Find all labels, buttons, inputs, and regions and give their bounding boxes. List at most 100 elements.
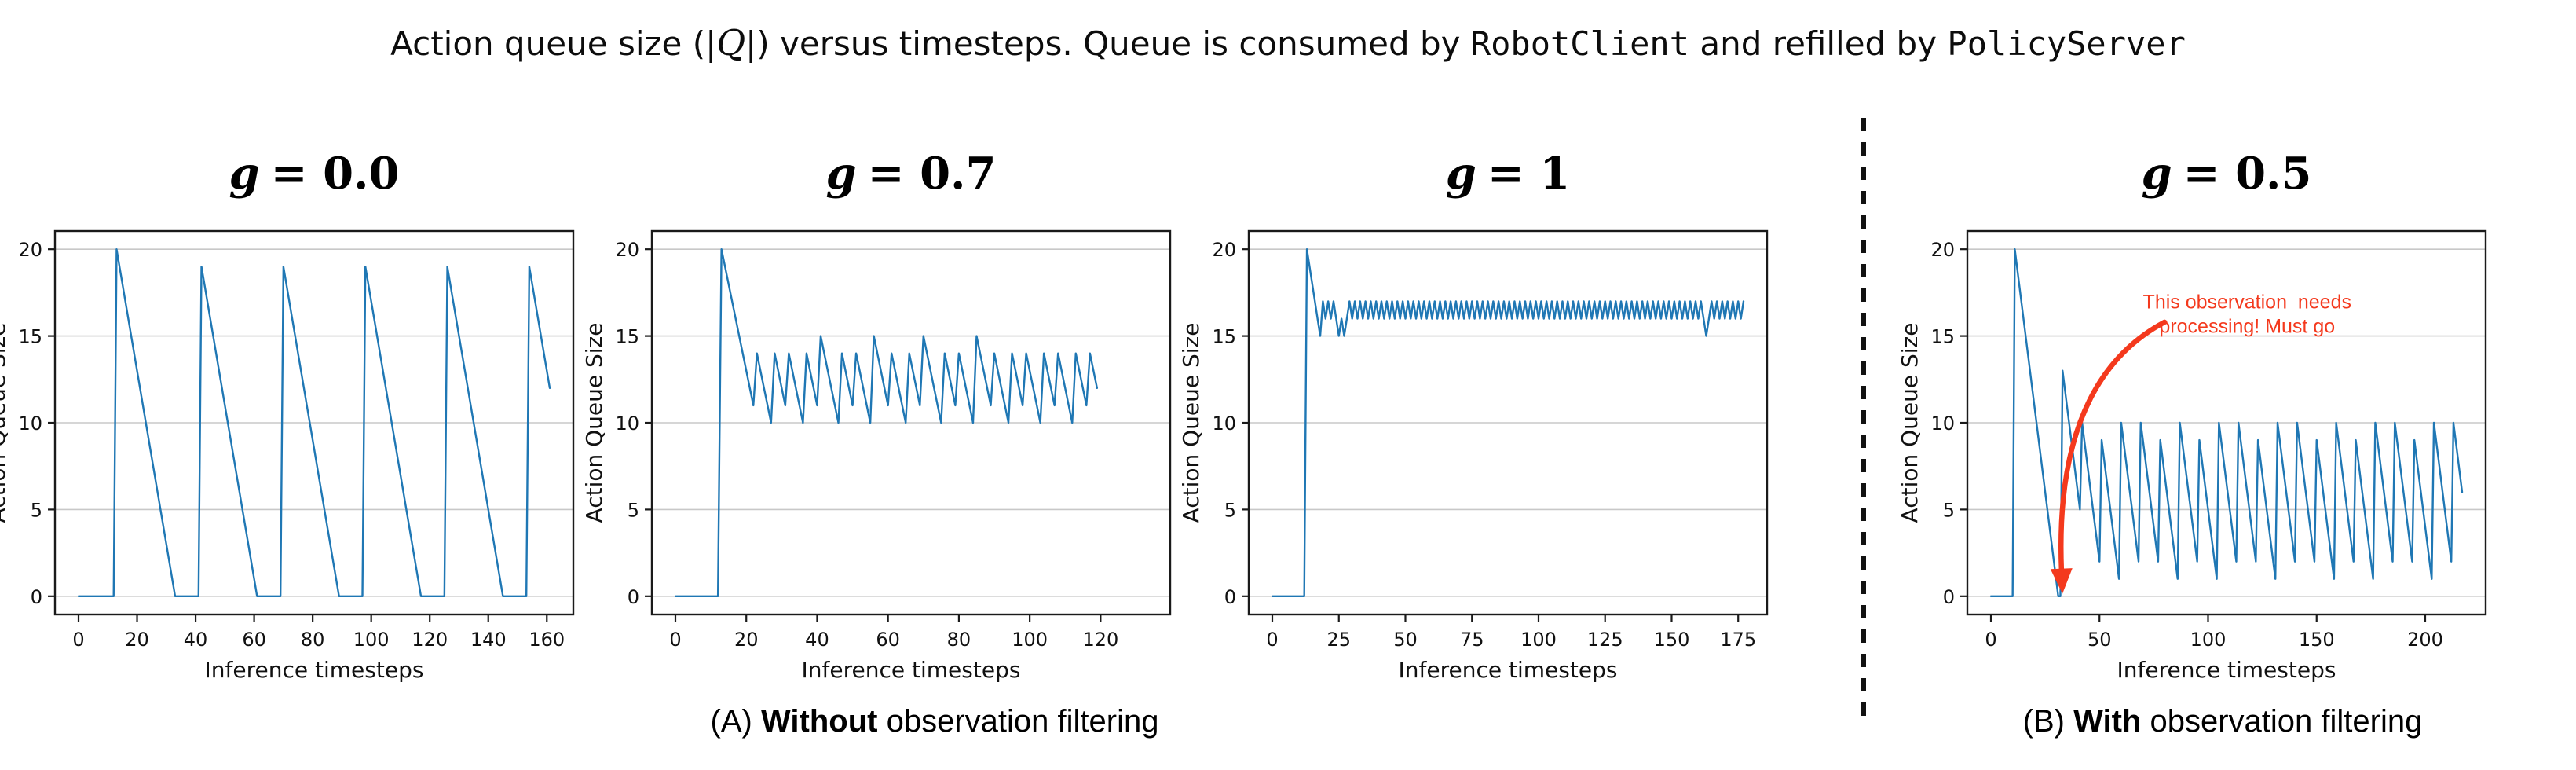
caption-b-rest: observation filtering bbox=[2150, 704, 2423, 739]
caption-b: (B) With observation filtering bbox=[2023, 704, 2423, 739]
x-tick-label: 50 bbox=[2088, 629, 2112, 651]
queue-size-line bbox=[1271, 248, 1745, 598]
y-tick-label: 10 bbox=[1212, 412, 1236, 434]
line-plot: 0 50 100 150 200 0 5 10 15 20 Inference timesteps A… bbox=[1897, 220, 2494, 688]
y-tick-label: 5 bbox=[628, 499, 639, 521]
x-tick-label: 40 bbox=[805, 629, 829, 651]
x-tick-label: 20 bbox=[125, 629, 149, 651]
y-tick-label: 20 bbox=[1930, 239, 1955, 261]
y-tick-label: 10 bbox=[18, 412, 42, 434]
y-tick-label: 20 bbox=[615, 239, 639, 261]
y-tick-label: 0 bbox=[31, 586, 42, 608]
chart-panel-g07: g = 0.7 0 20 40 60 80 100 120 0 5 10 15 20 Inference … bbox=[581, 127, 1178, 690]
chart-title-variable: g bbox=[825, 148, 857, 200]
y-axis-label: Action Queue Size bbox=[581, 323, 607, 523]
caption-b-prefix: (B) bbox=[2022, 704, 2065, 739]
y-tick-label: 15 bbox=[1212, 326, 1236, 348]
y-tick-label: 15 bbox=[1930, 326, 1955, 348]
x-tick-label: 0 bbox=[72, 629, 84, 651]
x-tick-label: 125 bbox=[1587, 629, 1623, 651]
chart-title: g = 0.5 bbox=[1967, 127, 2486, 220]
plot-svg: 0 20 40 60 80 100 120 140 160 0 5 10 15 20 Inference t… bbox=[0, 229, 575, 683]
y-tick-label: 0 bbox=[628, 586, 639, 608]
x-tick-label: 60 bbox=[876, 629, 900, 651]
y-tick-label: 0 bbox=[1224, 586, 1236, 608]
y-tick-label: 5 bbox=[1224, 499, 1236, 521]
policy-server-code-text: PolicyServer bbox=[1947, 24, 2186, 63]
chart-title: g = 0.7 bbox=[652, 127, 1170, 220]
annotation-text-line: processing! Must go bbox=[2159, 315, 2335, 337]
x-tick-label: 100 bbox=[353, 629, 390, 651]
x-tick-label: 20 bbox=[734, 629, 759, 651]
x-tick-label: 150 bbox=[1654, 629, 1690, 651]
y-tick-label: 20 bbox=[1212, 239, 1236, 261]
y-tick-label: 5 bbox=[31, 499, 42, 521]
figure-title-text-2: |) versus timesteps. Queue is consumed b… bbox=[745, 24, 1471, 63]
x-axis-label: Inference timesteps bbox=[802, 657, 1021, 683]
line-plot: 0 20 40 60 80 100 120 0 5 10 15 20 Inference timeste… bbox=[581, 220, 1178, 688]
y-tick-label: 10 bbox=[615, 412, 639, 434]
y-tick-label: 10 bbox=[1930, 412, 1955, 434]
panel-divider-dashed-line bbox=[1861, 118, 1866, 724]
chart-panel-g05: g = 0.5 0 50 100 150 200 0 5 10 15 20 Inference tim… bbox=[1897, 127, 2494, 690]
chart-title: g = 1 bbox=[1249, 127, 1767, 220]
chart-title-value: = 0.5 bbox=[2183, 148, 2312, 200]
caption-b-bold: With bbox=[2073, 704, 2142, 739]
queue-size-line bbox=[1989, 248, 2464, 598]
x-tick-label: 175 bbox=[1720, 629, 1756, 651]
chart-panel-g0: g = 0.0 0 20 40 60 80 100 120 140 160 0 5 10 15 20 Infe… bbox=[0, 127, 581, 690]
chart-title-value: = 0.0 bbox=[270, 148, 400, 200]
caption-a-rest: observation filtering bbox=[886, 704, 1159, 739]
y-axis-label: Action Queue Size bbox=[1897, 323, 1923, 523]
x-tick-label: 0 bbox=[669, 629, 681, 651]
x-tick-label: 80 bbox=[301, 629, 325, 651]
x-tick-label: 200 bbox=[2407, 629, 2443, 651]
annotation-arrowhead bbox=[2050, 568, 2073, 594]
figure-title-text-1: Action queue size (| bbox=[390, 24, 717, 63]
queue-size-line bbox=[674, 248, 1099, 598]
chart-title-variable: g bbox=[229, 148, 260, 200]
figure-title-text-3: and refilled by bbox=[1689, 24, 1948, 63]
x-tick-label: 25 bbox=[1326, 629, 1351, 651]
caption-a: (A) Without observation filtering bbox=[711, 704, 1159, 739]
chart-panel-g1: g = 1 0 25 50 75 100 125 150 175 0 5 10 15 20 Inferenc… bbox=[1178, 127, 1775, 690]
y-tick-label: 20 bbox=[18, 239, 42, 261]
chart-title-value: = 1 bbox=[1487, 148, 1571, 200]
figure-title: Action queue size (|Q|) versus timesteps… bbox=[390, 22, 2186, 64]
chart-title-variable: g bbox=[1445, 148, 1476, 200]
y-tick-label: 15 bbox=[18, 326, 42, 348]
math-script-q: Q bbox=[716, 22, 746, 64]
line-plot: 0 20 40 60 80 100 120 140 160 0 5 10 15 20 Inference t… bbox=[0, 220, 581, 688]
y-tick-label: 5 bbox=[1943, 499, 1955, 521]
y-axis-label: Action Queue Size bbox=[1178, 323, 1204, 523]
x-tick-label: 0 bbox=[1266, 629, 1278, 651]
chart-title: g = 0.0 bbox=[55, 127, 573, 220]
plot-svg: 0 50 100 150 200 0 5 10 15 20 Inference timesteps A… bbox=[1897, 229, 2487, 683]
annotation-arrow-curve bbox=[2058, 319, 2168, 573]
x-tick-label: 40 bbox=[184, 629, 208, 651]
x-tick-label: 0 bbox=[1985, 629, 1996, 651]
x-axis-label: Inference timesteps bbox=[2117, 657, 2336, 683]
x-tick-label: 50 bbox=[1393, 629, 1418, 651]
chart-title-variable: g bbox=[2141, 148, 2172, 200]
x-tick-label: 120 bbox=[1082, 629, 1118, 651]
y-axis-label: Action Queue Size bbox=[0, 323, 10, 523]
line-plot: 0 25 50 75 100 125 150 175 0 5 10 15 20 Inference tim… bbox=[1178, 220, 1775, 688]
plot-svg: 0 20 40 60 80 100 120 0 5 10 15 20 Inference timeste… bbox=[581, 229, 1172, 683]
x-axis-label: Inference timesteps bbox=[1399, 657, 1618, 683]
annotation-text-line: This observation needs bbox=[2143, 291, 2351, 313]
x-tick-label: 100 bbox=[1012, 629, 1048, 651]
y-tick-label: 0 bbox=[1943, 586, 1955, 608]
x-tick-label: 80 bbox=[947, 629, 971, 651]
x-tick-label: 60 bbox=[242, 629, 266, 651]
x-tick-label: 75 bbox=[1460, 629, 1484, 651]
y-tick-label: 15 bbox=[615, 326, 639, 348]
x-tick-label: 120 bbox=[412, 629, 448, 651]
x-tick-label: 140 bbox=[470, 629, 507, 651]
x-axis-label: Inference timesteps bbox=[205, 657, 424, 683]
x-tick-label: 100 bbox=[2190, 629, 2227, 651]
x-tick-label: 100 bbox=[1520, 629, 1557, 651]
plot-svg: 0 25 50 75 100 125 150 175 0 5 10 15 20 Inference tim… bbox=[1178, 229, 1769, 683]
x-tick-label: 150 bbox=[2299, 629, 2335, 651]
